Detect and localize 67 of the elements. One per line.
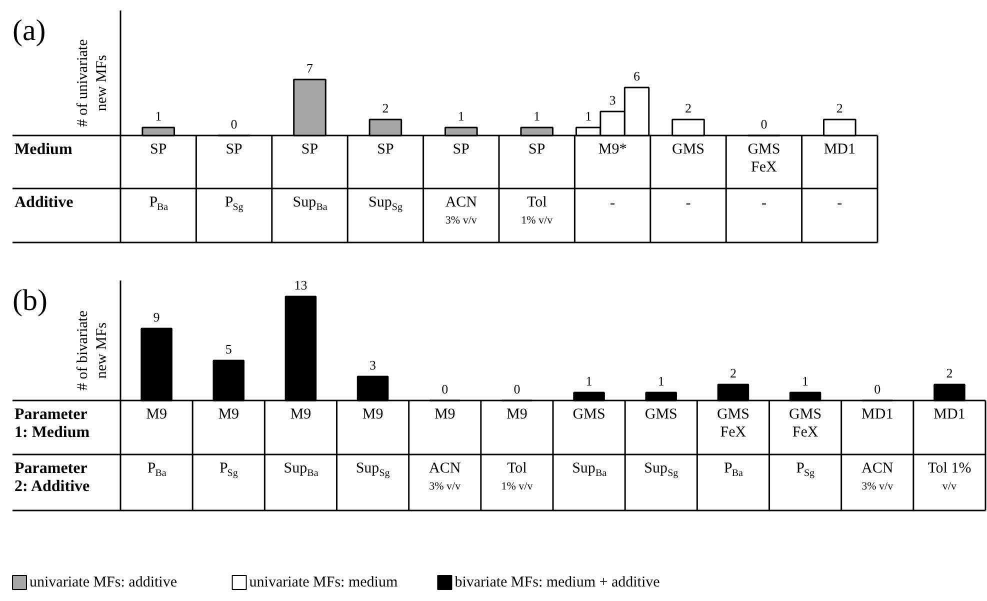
data-label: 1: [586, 374, 592, 388]
chart-title: (a): [12, 14, 46, 47]
text: -: [610, 196, 616, 212]
x-tick-label: SP: [301, 142, 318, 158]
x-tick-label: MD1: [824, 142, 856, 158]
x-tick-label: GMS FeX: [716, 406, 750, 440]
x-tick-label: SP: [452, 142, 470, 158]
data-label: 1: [802, 374, 809, 388]
y-axis-title: # of bivariate new MFs: [74, 310, 110, 390]
legend-label: univariate MFs: medium: [249, 574, 398, 590]
data-label: 2: [836, 100, 843, 116]
text: -: [761, 196, 766, 212]
text: Parameter 2: Additive: [14, 460, 90, 495]
text: Tol 1% v/v: [928, 460, 972, 492]
data-label: 0: [230, 116, 238, 132]
text: Tol 1% v/v: [521, 194, 554, 226]
text: -: [686, 196, 691, 212]
text: ACN 3% v/v: [862, 460, 894, 492]
x-tick-label: GMS FeX: [748, 142, 780, 176]
x-tick-label: M9: [434, 406, 456, 422]
text: Parameter 1: Medium: [14, 406, 90, 441]
x-tick-label: GMS: [644, 406, 678, 422]
data-label: 6: [634, 68, 641, 84]
x-tick-label: MD1: [862, 406, 894, 422]
x-tick-label: M9: [362, 406, 384, 422]
x-tick-label: M9: [290, 406, 312, 422]
x-tick-label: GMS: [672, 142, 705, 158]
data-label: 1: [658, 374, 664, 388]
data-label: 2: [382, 100, 389, 116]
x-tick-label: SP: [226, 142, 242, 158]
data-label: 3: [609, 92, 616, 108]
x-tick-label: M9: [218, 406, 240, 422]
text: bivariate MFs: medium + additive: [454, 574, 660, 590]
x-tick-label: M9: [506, 406, 528, 422]
x-tick-label: GMS FeX: [789, 406, 822, 440]
data-label: 3: [370, 358, 376, 372]
text: Tol 1% v/v: [501, 460, 534, 492]
x-tick-label: SP: [377, 142, 394, 158]
data-label: 0: [514, 382, 520, 396]
data-label: 13: [294, 278, 308, 292]
data-label: 2: [730, 366, 736, 380]
data-label: 0: [760, 116, 768, 132]
y-axis-title: # of univariate new MFs: [74, 38, 110, 127]
x-tick-label: SP: [150, 142, 167, 158]
text: Medium: [14, 141, 73, 158]
data-label: 2: [946, 366, 953, 380]
text: ACN 3% v/v: [429, 460, 462, 492]
data-label: 1: [155, 108, 162, 124]
data-label: 2: [685, 100, 692, 116]
x-tick-label: M9: [146, 406, 167, 422]
data-label: 5: [225, 342, 232, 356]
text: ACN 3% v/v: [445, 194, 478, 226]
data-label: 1: [534, 108, 540, 124]
text: Additive: [14, 194, 74, 211]
x-tick-label: M9*: [598, 142, 627, 158]
x-tick-label: GMS: [572, 406, 606, 422]
data-label: 9: [153, 310, 160, 324]
data-label: 1: [585, 108, 592, 124]
chart-title: (b): [12, 284, 48, 317]
data-label: 0: [874, 382, 881, 396]
x-tick-label: SP: [528, 142, 546, 158]
data-label: 7: [306, 60, 314, 76]
text: -: [837, 196, 842, 212]
legend-label: univariate MFs: additive: [30, 574, 178, 590]
data-label: 1: [458, 108, 464, 124]
data-label: 0: [442, 382, 448, 396]
x-tick-label: MD1: [934, 406, 966, 422]
